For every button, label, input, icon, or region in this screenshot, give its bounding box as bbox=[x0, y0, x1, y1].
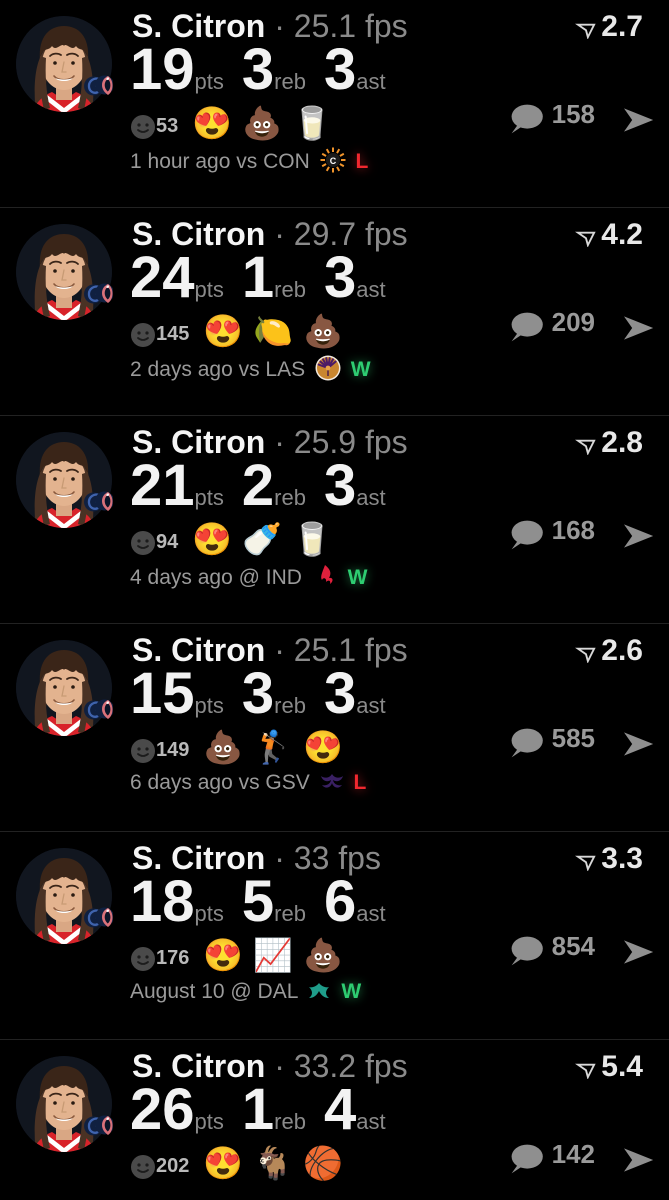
svg-text:C: C bbox=[329, 156, 336, 166]
